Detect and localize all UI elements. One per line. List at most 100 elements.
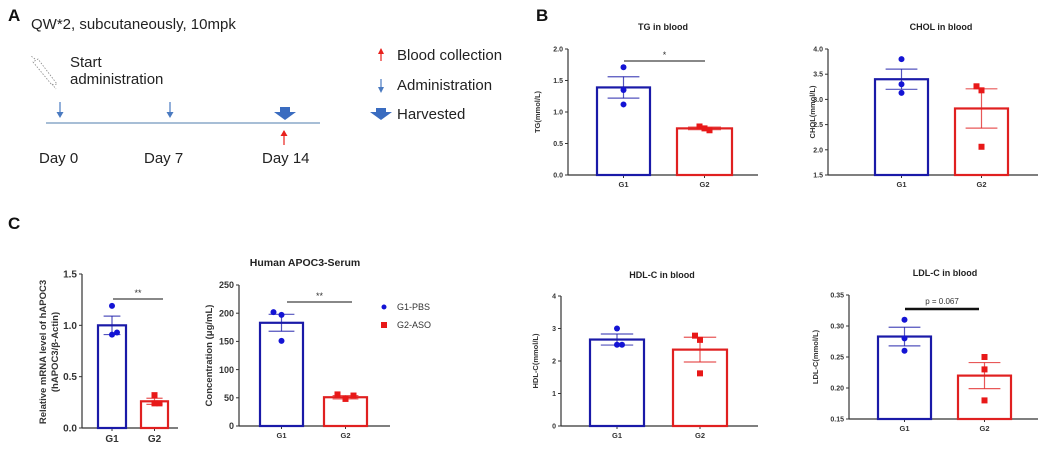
legend-blood-collection-icon <box>378 48 384 61</box>
administration-arrow-day7-icon <box>166 102 174 118</box>
timeline-day-14: Day 14 <box>262 150 310 167</box>
x-tick-label: G2 <box>979 424 989 433</box>
legend-label-g1: G1-PBS <box>397 302 430 312</box>
syringe-icon <box>30 55 58 90</box>
y-tick-label: 150 <box>219 337 234 347</box>
y-tick-label: 0.30 <box>830 323 844 330</box>
data-point-g1 <box>619 341 625 348</box>
x-tick-label: G2 <box>340 431 350 440</box>
y-tick-label: 1 <box>552 391 556 398</box>
y-tick-label: 0 <box>229 421 234 431</box>
panel-letter-c: C <box>8 214 21 233</box>
data-point-g2 <box>350 392 357 399</box>
legend-label-blood-collection: Blood collection <box>397 47 503 64</box>
data-point-g2 <box>334 391 341 398</box>
y-tick-label: 2.5 <box>813 122 823 129</box>
x-tick-label: G1 <box>899 424 909 433</box>
significance-label: ** <box>134 288 142 298</box>
legend-harvested-icon <box>370 108 392 120</box>
y-tick-label: 0 <box>552 423 556 430</box>
data-point-g2 <box>978 87 985 94</box>
y-tick-label: 0.0 <box>553 172 563 179</box>
data-point-g2 <box>342 395 349 402</box>
x-tick-label: G2 <box>699 180 709 189</box>
legend-marker-g1 <box>381 304 387 310</box>
y-tick-label: 2.0 <box>553 46 563 53</box>
y-tick-label: 50 <box>224 393 234 403</box>
x-tick-label: G1 <box>612 431 622 440</box>
y-tick-label: 3.0 <box>813 97 823 104</box>
legend-marker-g2 <box>381 322 387 328</box>
data-point-g1 <box>614 325 620 332</box>
data-point-g2 <box>697 370 703 377</box>
data-point-g1 <box>901 335 908 342</box>
data-point-g2 <box>697 336 703 343</box>
y-axis-label: LDL-C(mmol/L) <box>811 329 820 384</box>
data-point-g1 <box>620 86 627 93</box>
start-label-line2: administration <box>70 71 164 88</box>
data-point-g2 <box>151 392 158 399</box>
y-tick-label: 0.20 <box>830 385 844 392</box>
legend-label-g2: G2-ASO <box>397 320 431 330</box>
y-tick-label: 0.5 <box>553 141 563 148</box>
y-tick-label: 4.0 <box>813 46 823 53</box>
y-tick-label: 3 <box>552 326 556 333</box>
data-point-g1 <box>901 316 908 323</box>
data-point-g1 <box>614 341 620 348</box>
blood-collection-arrow-day14-icon <box>280 130 288 145</box>
bar-g2 <box>675 127 734 177</box>
chart-title: LDL-C in blood <box>913 268 977 278</box>
y-tick-label: 250 <box>219 280 234 290</box>
y-axis-label: Concentration (μg/mL) <box>204 305 215 407</box>
chart-hdl: HDL-C in blood 0 1 2 3 4 HDL-C(mmol/L) G1 G2 <box>531 270 758 440</box>
y-tick-label: 0.5 <box>63 372 77 383</box>
y-tick-label: 0.0 <box>63 424 77 435</box>
y-tick-label: 1.0 <box>63 321 77 332</box>
y-axis-label: TG(mmol/L) <box>533 90 542 133</box>
chart-title: CHOL in blood <box>910 22 973 32</box>
data-point-g1 <box>898 89 905 96</box>
data-point-g1 <box>114 329 120 336</box>
y-tick-label: 1.5 <box>553 78 563 85</box>
data-point-g2 <box>701 125 708 132</box>
x-tick-label: G1 <box>105 434 119 445</box>
y-tick-label: 0.15 <box>830 416 844 423</box>
y-tick-label: 1.5 <box>813 172 823 179</box>
y-tick-label: 4 <box>552 293 556 300</box>
chart-title: Human APOC3-Serum <box>250 257 360 269</box>
data-point-g1 <box>109 331 115 338</box>
data-point-g1 <box>898 81 905 88</box>
significance-label: * <box>663 50 667 60</box>
chart-chol: CHOL in blood 1.5 2.0 2.5 3.0 3.5 4.0 CHOL(mmol… <box>808 22 1038 189</box>
data-point-g1 <box>898 56 905 63</box>
bar-g1 <box>588 338 646 428</box>
y-tick-label: 2 <box>552 358 556 365</box>
chart-title: TG in blood <box>638 22 688 32</box>
chart-title: HDL-C in blood <box>629 270 694 280</box>
x-tick-label: G1 <box>618 180 628 189</box>
data-point-g2 <box>981 354 988 360</box>
y-axis-label: CHOL(mmol/L) <box>808 85 817 138</box>
harvested-arrow-day14-icon <box>274 107 296 120</box>
data-point-g1 <box>270 309 277 316</box>
y-axis-label: Relative mRNA level of hAPOC3(hAPOC3/β-A… <box>38 280 61 424</box>
bar-g1 <box>96 324 128 430</box>
data-point-g2 <box>151 400 158 407</box>
bar-g1 <box>595 86 652 177</box>
chart-apoc3: Human APOC3-Serum 0 50 100 150 200 250 Concentr… <box>204 257 431 440</box>
data-point-g1 <box>109 302 115 309</box>
data-point-g2 <box>706 127 713 134</box>
protocol-text: QW*2, subcutaneously, 10mpk <box>31 16 236 33</box>
data-point-g2 <box>978 143 985 150</box>
administration-arrow-day0-icon <box>56 102 64 118</box>
y-tick-label: 2.0 <box>813 147 823 154</box>
data-point-g2 <box>156 400 163 407</box>
chart-tg: TG in blood 0.0 0.5 1.0 1.5 2.0 TG(mmol/L) G1 G2… <box>533 22 758 189</box>
x-tick-label: G2 <box>695 431 705 440</box>
y-tick-label: 200 <box>219 308 234 318</box>
y-tick-label: 1.5 <box>63 270 77 281</box>
y-tick-label: 3.5 <box>813 72 823 79</box>
data-point-g2 <box>696 123 703 130</box>
